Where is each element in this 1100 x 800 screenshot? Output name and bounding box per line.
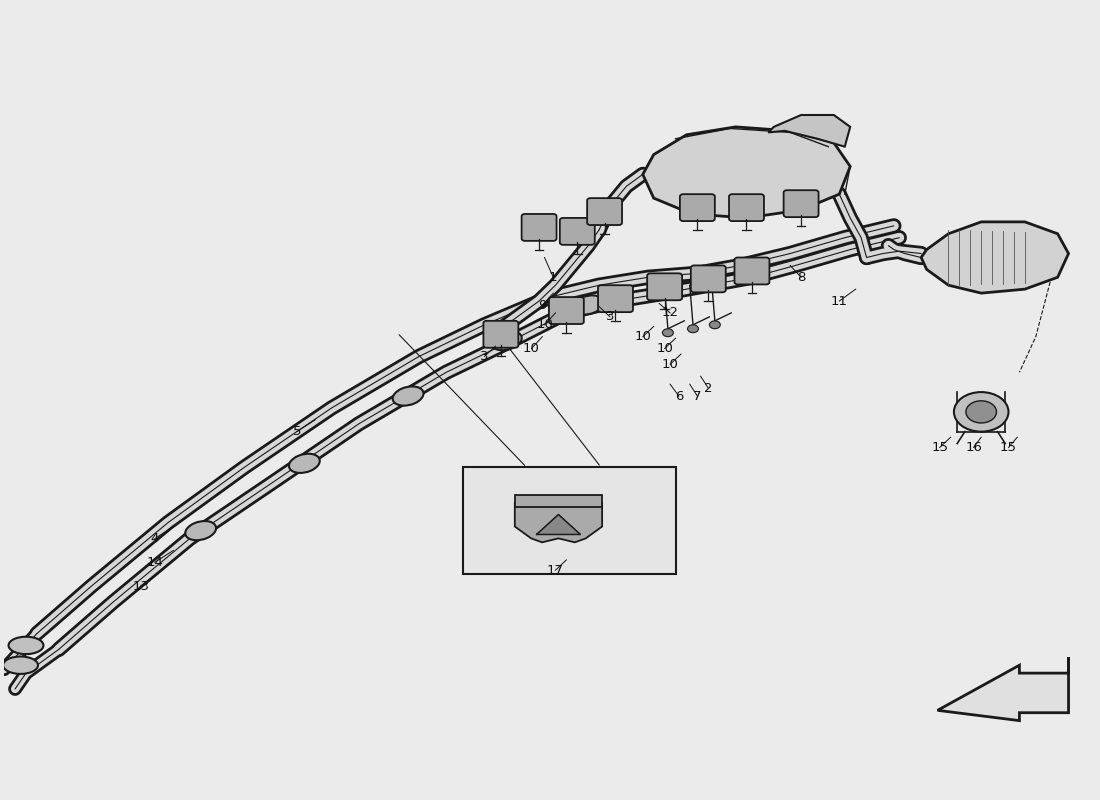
Circle shape	[688, 325, 698, 333]
FancyBboxPatch shape	[521, 214, 557, 241]
Ellipse shape	[649, 276, 680, 295]
Ellipse shape	[491, 331, 521, 350]
Text: 13: 13	[132, 579, 150, 593]
Text: 11: 11	[830, 294, 848, 307]
Ellipse shape	[9, 637, 44, 654]
Text: 5: 5	[293, 425, 301, 438]
FancyBboxPatch shape	[783, 190, 818, 217]
FancyBboxPatch shape	[691, 266, 726, 292]
Circle shape	[662, 329, 673, 337]
Ellipse shape	[289, 454, 320, 473]
Polygon shape	[921, 222, 1068, 293]
Circle shape	[954, 392, 1009, 432]
Text: 9: 9	[538, 298, 547, 311]
FancyBboxPatch shape	[647, 274, 682, 300]
Ellipse shape	[393, 386, 424, 406]
Polygon shape	[642, 127, 850, 218]
Text: 15: 15	[1000, 441, 1018, 454]
Text: 10: 10	[661, 358, 679, 371]
Ellipse shape	[3, 657, 38, 674]
Polygon shape	[537, 514, 581, 534]
Text: 3: 3	[606, 310, 614, 323]
Text: 10: 10	[635, 330, 651, 343]
Text: 1: 1	[549, 270, 558, 284]
Text: 8: 8	[796, 270, 805, 284]
Ellipse shape	[573, 295, 604, 314]
FancyBboxPatch shape	[560, 218, 595, 245]
Text: 12: 12	[661, 306, 679, 319]
Text: 7: 7	[693, 390, 702, 402]
Text: 6: 6	[674, 390, 683, 402]
Polygon shape	[515, 495, 602, 506]
Text: 2: 2	[704, 382, 713, 394]
Text: 10: 10	[536, 318, 553, 331]
Polygon shape	[768, 115, 850, 146]
FancyBboxPatch shape	[729, 194, 764, 221]
Text: 3: 3	[481, 350, 488, 363]
Circle shape	[710, 321, 720, 329]
FancyBboxPatch shape	[598, 286, 632, 312]
Text: 10: 10	[522, 342, 540, 355]
Text: 15: 15	[932, 441, 948, 454]
FancyBboxPatch shape	[735, 258, 769, 285]
FancyBboxPatch shape	[463, 467, 675, 574]
FancyBboxPatch shape	[549, 297, 584, 324]
FancyBboxPatch shape	[680, 194, 715, 221]
FancyBboxPatch shape	[483, 321, 518, 348]
Text: 16: 16	[965, 441, 982, 454]
Circle shape	[966, 401, 997, 423]
Polygon shape	[937, 658, 1068, 721]
Text: 17: 17	[547, 564, 564, 577]
Polygon shape	[515, 502, 602, 542]
Text: 14: 14	[146, 556, 163, 569]
FancyBboxPatch shape	[587, 198, 623, 225]
Text: 10: 10	[657, 342, 673, 355]
Ellipse shape	[185, 521, 216, 540]
Text: 4: 4	[151, 532, 160, 545]
